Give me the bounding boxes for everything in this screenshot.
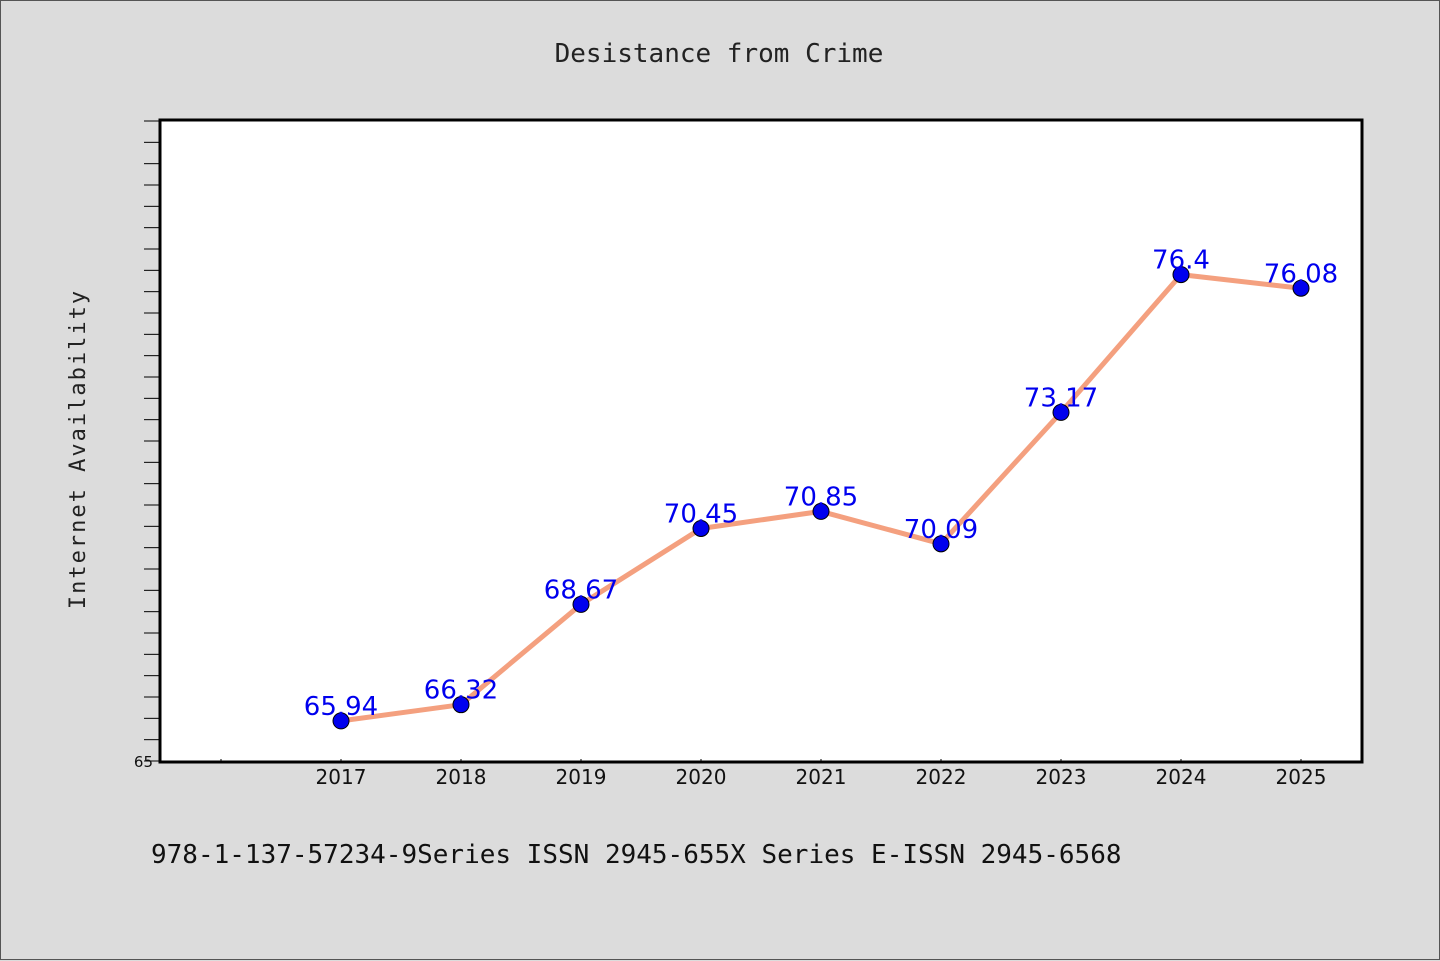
x-tick-label: 2020: [676, 765, 727, 789]
data-point: [1172, 266, 1190, 284]
data-point: [812, 502, 830, 520]
data-label: 70.85: [784, 482, 858, 512]
x-tick-label: 2024: [1156, 765, 1207, 789]
data-label: 65.94: [304, 692, 378, 722]
y-tick-label: 65: [134, 753, 153, 771]
y-axis-ticks: 65: [134, 120, 160, 771]
data-label: 68.67: [544, 575, 618, 605]
y-axis-label: Internet Availability: [66, 289, 91, 609]
x-tick-label: 2025: [1276, 765, 1327, 789]
x-tick-label: 2021: [796, 765, 847, 789]
x-tick-label: 2017: [316, 765, 367, 789]
x-tick-label: 2023: [1036, 765, 1087, 789]
data-point: [932, 535, 950, 553]
x-axis-ticks: 2017 2018 2019 2020 2021 2022 2023 2024 2025: [220, 759, 1327, 789]
plot-area: [158, 118, 1364, 764]
data-label: 73.17: [1024, 383, 1098, 413]
data-point: [1292, 279, 1310, 297]
data-label: 70.45: [664, 499, 738, 529]
data-point: [452, 696, 470, 714]
data-label: 76.08: [1264, 259, 1338, 289]
data-point: [332, 712, 350, 730]
x-tick-label: 2022: [916, 765, 967, 789]
series-layer: 65.94 66.32 68.67 70.45 70.85 70.09 73.17 76.4 7…: [304, 246, 1338, 730]
data-label: 70.09: [904, 515, 978, 545]
data-point: [572, 595, 590, 613]
chart-title: Desistance from Crime: [555, 39, 884, 69]
data-label: 76.4: [1152, 246, 1210, 276]
data-label: 66.32: [424, 676, 498, 706]
footer-text: 978-1-137-57234-9Series ISSN 2945-655X S…: [151, 840, 1122, 870]
data-point: [1052, 403, 1070, 421]
data-point: [692, 519, 710, 537]
x-tick-label: 2019: [556, 765, 607, 789]
x-tick-label: 2018: [436, 765, 487, 789]
